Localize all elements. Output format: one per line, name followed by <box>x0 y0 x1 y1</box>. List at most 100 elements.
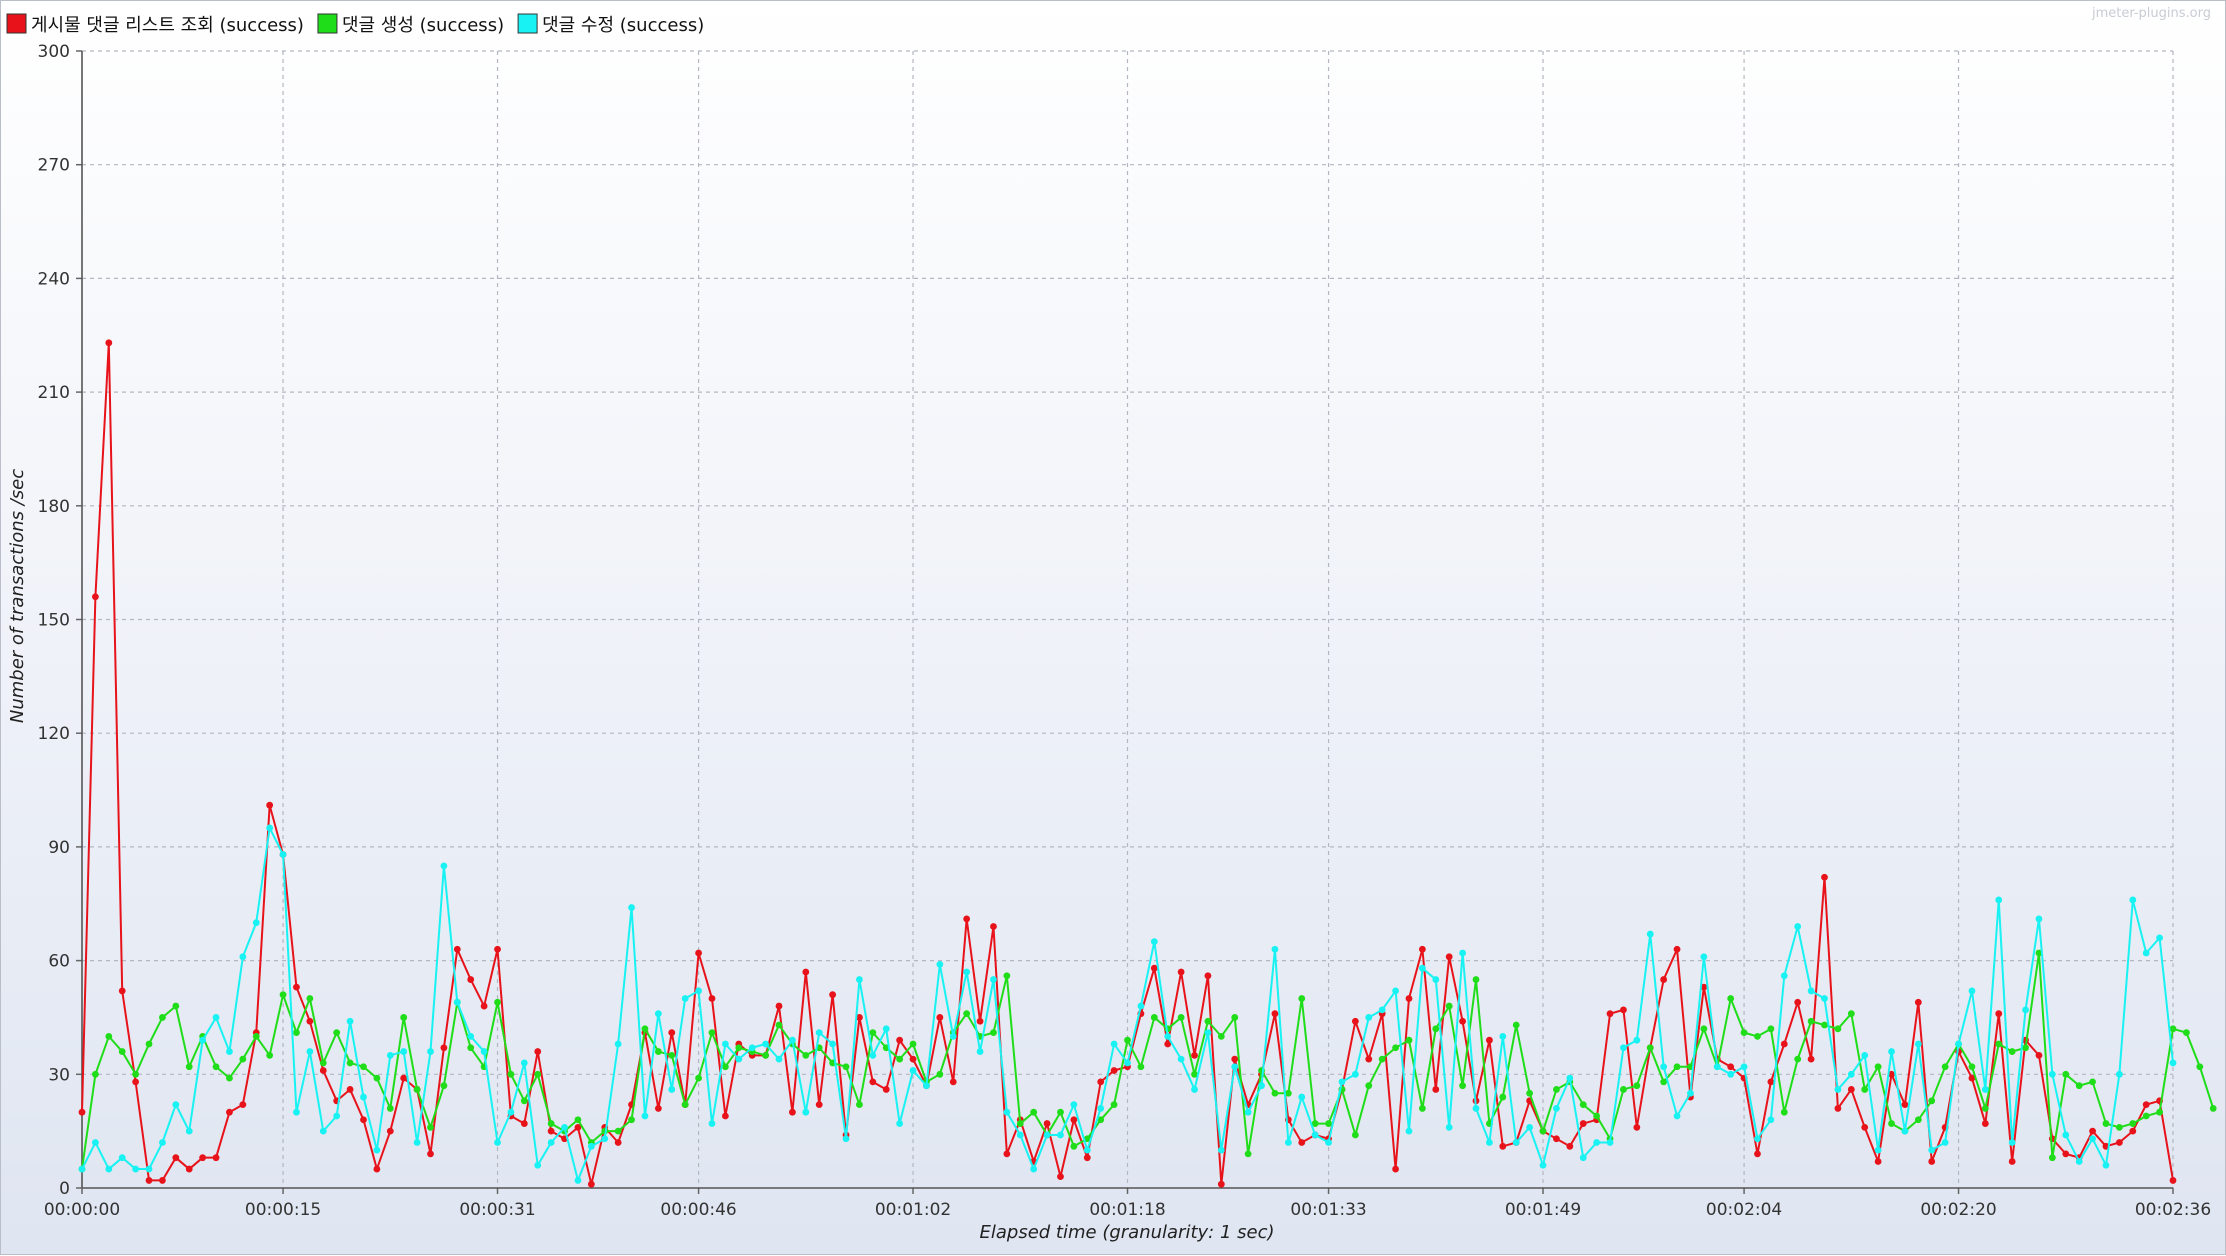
data-point <box>2089 1135 2096 1143</box>
data-point <box>467 1033 475 1040</box>
data-point <box>1941 1139 1949 1146</box>
data-point <box>802 1051 810 1059</box>
data-point <box>279 851 287 858</box>
data-point <box>440 862 448 870</box>
data-point <box>132 1165 140 1173</box>
legend-label: 게시물 댓글 리스트 조회 (success) <box>31 15 304 36</box>
data-point <box>1271 1089 1279 1097</box>
legend-item: 댓글 수정 (success) <box>517 13 704 36</box>
data-point <box>1512 1139 1520 1146</box>
data-point <box>2035 915 2043 923</box>
data-point <box>1941 1063 1949 1071</box>
y-tick-label: 210 <box>38 383 70 403</box>
data-point <box>306 1017 314 1025</box>
data-point <box>1606 1139 1614 1146</box>
data-point <box>963 1010 971 1018</box>
data-point <box>1499 1142 1507 1150</box>
data-point <box>1700 953 1708 961</box>
x-tick-label: 00:00:46 <box>660 1200 736 1220</box>
data-point <box>1861 1086 1869 1093</box>
data-point <box>1593 1112 1601 1120</box>
data-point <box>1740 1029 1748 1037</box>
data-point <box>1727 1070 1735 1078</box>
data-point <box>909 1040 917 1048</box>
x-tick-label: 00:01:02 <box>875 1200 951 1220</box>
data-point <box>2169 1177 2177 1184</box>
data-point <box>775 1021 783 1029</box>
data-point <box>695 987 702 995</box>
data-point <box>2102 1161 2110 1169</box>
data-point <box>2169 1025 2177 1033</box>
data-point <box>2062 1070 2070 1078</box>
data-point <box>1445 953 1453 961</box>
data-point <box>695 1074 702 1082</box>
data-point <box>1700 1025 1708 1033</box>
y-tick-label: 0 <box>59 1179 70 1199</box>
data-point <box>226 1108 233 1116</box>
data-point <box>1646 930 1654 938</box>
data-point <box>990 923 997 930</box>
data-point <box>453 945 461 953</box>
data-point <box>2089 1078 2096 1086</box>
data-point <box>386 1105 394 1112</box>
legend-swatch <box>317 13 338 34</box>
data-point <box>1700 983 1708 991</box>
data-point <box>2142 1112 2150 1120</box>
data-point <box>1432 1086 1440 1093</box>
data-point <box>239 1055 247 1063</box>
data-point <box>654 1105 662 1112</box>
data-point <box>614 1127 622 1135</box>
data-point <box>145 1040 153 1048</box>
data-point <box>842 1063 850 1071</box>
data-point <box>1124 1059 1131 1067</box>
legend-swatch <box>6 13 27 34</box>
data-point <box>239 953 247 961</box>
data-point <box>520 1059 528 1067</box>
data-point <box>789 1036 796 1044</box>
data-point <box>1579 1101 1587 1109</box>
data-point <box>1418 1105 1426 1112</box>
data-point <box>159 1014 166 1021</box>
data-point <box>721 1112 729 1120</box>
data-point <box>1204 972 1212 980</box>
data-point <box>1834 1105 1842 1112</box>
data-point <box>976 1048 984 1055</box>
data-point <box>1847 1010 1855 1018</box>
data-point <box>507 1108 515 1116</box>
data-point <box>2196 1063 2204 1071</box>
data-point <box>1874 1063 1882 1071</box>
data-point <box>1821 873 1828 881</box>
data-point <box>1378 1006 1386 1014</box>
data-point <box>561 1123 568 1131</box>
data-point <box>574 1123 582 1131</box>
data-point <box>1579 1154 1587 1162</box>
data-point <box>1928 1158 1936 1165</box>
data-point <box>721 1063 729 1071</box>
data-point <box>1057 1108 1064 1116</box>
data-point <box>1874 1158 1882 1165</box>
legend-swatch <box>517 13 538 34</box>
data-point <box>413 1086 421 1093</box>
data-point <box>1459 1082 1466 1090</box>
data-point <box>507 1070 515 1078</box>
data-point <box>92 1139 99 1146</box>
data-point <box>1539 1127 1547 1135</box>
data-point <box>1579 1120 1587 1127</box>
data-point <box>1754 1135 1761 1143</box>
data-point <box>1955 1040 1962 1048</box>
data-point <box>1070 1116 1078 1124</box>
series-line <box>81 952 2215 1170</box>
data-point <box>293 1108 300 1116</box>
data-point <box>1981 1105 1989 1112</box>
data-point <box>92 1070 99 1078</box>
data-point <box>1847 1086 1855 1093</box>
data-point <box>159 1139 166 1146</box>
data-point <box>923 1082 930 1090</box>
data-point <box>145 1165 153 1173</box>
data-point <box>1351 1070 1359 1078</box>
data-point <box>279 991 287 999</box>
data-point <box>360 1093 367 1101</box>
y-axis-title: Number of transactions /sec <box>7 469 28 723</box>
data-point <box>2115 1070 2123 1078</box>
data-point <box>1780 972 1788 980</box>
